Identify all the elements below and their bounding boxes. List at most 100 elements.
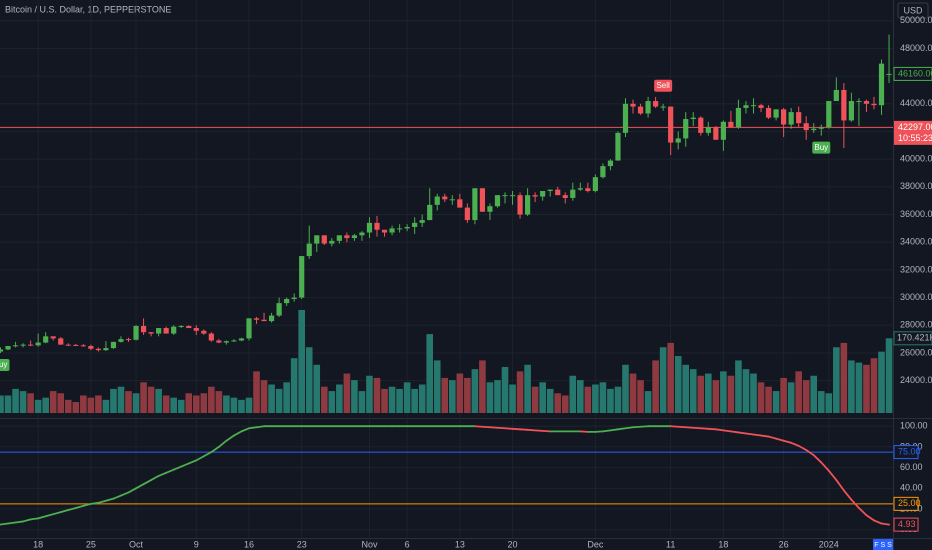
candle-body: [788, 112, 794, 125]
currency-label[interactable]: USD: [903, 5, 923, 15]
x-tick-label: 13: [455, 539, 465, 549]
volume-bar: [275, 388, 283, 413]
oscillator-line: [59, 509, 70, 514]
volume-bar: [298, 310, 305, 413]
oscillator-line: [157, 471, 168, 477]
candle-body: [412, 222, 418, 227]
oscillator-line: [489, 426, 499, 429]
volume-bar: [366, 375, 373, 413]
candle-body: [698, 117, 704, 133]
y-tick-label: 24000.00: [900, 375, 932, 385]
currency-box[interactable]: [897, 2, 929, 19]
oscillator-line: [526, 428, 537, 432]
price-label-box: [893, 66, 932, 81]
oscillator-line: [74, 505, 85, 509]
volume-bar: [253, 371, 260, 413]
candle-body: [163, 328, 169, 334]
volume-label-box: [893, 331, 932, 346]
volume-bar: [433, 360, 441, 413]
oscillator-line: [684, 426, 695, 429]
volume-bar: [614, 386, 622, 413]
oscillator-line: [752, 433, 762, 437]
volume-bar: [57, 393, 65, 413]
oscillator-line: [858, 507, 868, 517]
candle-body: [374, 222, 380, 230]
candle-body: [284, 298, 290, 304]
volume-bar: [516, 371, 524, 413]
candle-body: [449, 199, 455, 201]
oscillator-line: [511, 427, 521, 431]
candle-body: [5, 346, 11, 350]
candle-body: [600, 166, 606, 178]
volume-bar: [622, 364, 629, 413]
volume-bar: [4, 395, 12, 413]
countdown-label: 10:55:23: [898, 133, 932, 143]
oscillator-line: [827, 469, 838, 481]
candle-body: [570, 189, 576, 198]
y-tick-label: 38000.00: [900, 181, 932, 191]
candle-body: [464, 207, 470, 221]
volume-bar: [125, 391, 132, 413]
oscillator-line: [217, 439, 228, 448]
candle-body: [208, 333, 214, 341]
volume-bar: [599, 382, 607, 413]
x-tick-label: 11: [666, 539, 675, 549]
volume-bar: [72, 402, 80, 413]
volume-bar: [712, 380, 720, 413]
candle-body: [276, 303, 282, 316]
candle-body: [133, 325, 139, 340]
volume-bar: [185, 393, 193, 413]
candle-body: [12, 345, 19, 347]
candle-body: [156, 328, 162, 334]
volume-bar: [674, 356, 682, 413]
candle-body: [713, 127, 719, 140]
volume-bar: [494, 380, 501, 413]
oscillator-line: [842, 489, 853, 501]
candle-body: [261, 319, 267, 322]
volume-bar: [652, 360, 659, 413]
volume-bar: [411, 388, 418, 413]
oscillator-line: [790, 441, 800, 447]
volume-bar: [501, 366, 509, 413]
candle-body: [148, 332, 154, 334]
candle-body: [547, 189, 553, 192]
oscillator-line: [504, 427, 514, 430]
volume-bar: [49, 391, 57, 413]
y-tick-label: 34000.00: [900, 237, 932, 247]
oscillator-line: [195, 455, 205, 462]
signal-label: Buy: [0, 360, 7, 369]
candle-body: [125, 339, 132, 341]
oscillator-line: [835, 479, 845, 492]
volume-bar: [260, 380, 268, 413]
candle-body: [95, 348, 101, 351]
volume-bar: [27, 393, 34, 413]
oscillator-line: [44, 513, 55, 518]
volume-bar: [343, 373, 351, 413]
oscillator-line: [534, 429, 544, 432]
volume-bar: [19, 391, 27, 413]
candle-body: [690, 117, 696, 120]
oscillator-line: [202, 451, 213, 458]
volume-bar: [245, 397, 253, 413]
volume-bar: [817, 391, 825, 413]
volume-bar: [509, 384, 516, 413]
candle-body: [660, 106, 666, 108]
candle-body: [404, 226, 410, 229]
volume-bar: [689, 369, 697, 413]
volume-bar: [464, 377, 471, 413]
oscillator-line: [210, 446, 220, 453]
candle-body: [253, 318, 260, 320]
oscillator-line: [150, 474, 160, 481]
volume-bar: [80, 395, 87, 413]
volume-bar: [735, 360, 742, 413]
volume-bar: [697, 375, 705, 413]
candle-body: [668, 106, 674, 143]
volume-bar: [561, 395, 569, 413]
candle-body: [103, 348, 109, 351]
oscillator-line: [7, 521, 17, 525]
signal-box: [654, 79, 673, 92]
candle-body: [351, 235, 358, 239]
candle-body: [848, 101, 854, 121]
oscillator-line: [248, 426, 258, 430]
volume-bar: [644, 391, 652, 413]
